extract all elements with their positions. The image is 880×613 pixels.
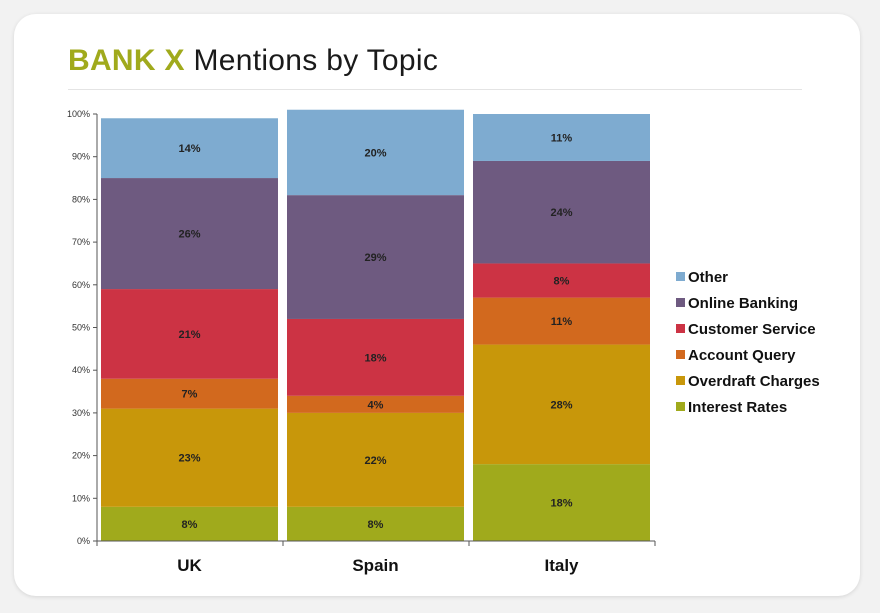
y-tick-label: 60% [72,280,90,290]
data-label: 14% [178,143,200,155]
legend-label-interest-rates: Interest Rates [688,399,787,416]
bar-segment-uk-overdraft-charges [101,408,278,507]
legend-swatch-customer-service [676,324,685,333]
data-label: 11% [551,316,573,328]
data-label: 8% [368,519,384,531]
bar-segment-italy-customer-service [473,263,650,298]
legend-label-customer-service: Customer Service [688,321,816,338]
y-tick-label: 0% [77,536,90,546]
y-tick-label: 30% [72,408,90,418]
legend-label-other: Other [688,269,728,286]
data-label: 23% [178,453,200,465]
data-label: 8% [182,519,198,531]
data-label: 11% [551,132,573,144]
bar-segment-italy-overdraft-charges [473,344,650,465]
data-label: 18% [550,498,572,510]
data-label: 4% [368,399,384,411]
x-category-label: Spain [352,556,398,575]
data-label: 20% [364,147,386,159]
bar-segment-spain-interest-rates [287,506,464,541]
bar-segment-uk-other [101,118,278,179]
brand-name: BANK X [68,44,185,77]
data-label: 7% [182,389,198,401]
legend-swatch-other [676,272,685,281]
data-label: 21% [178,329,200,341]
y-tick-label: 70% [72,237,90,247]
data-label: 22% [364,455,386,467]
bar-segment-italy-interest-rates [473,464,650,541]
y-tick-label: 100% [67,109,90,119]
legend-swatch-online-banking [676,298,685,307]
bar-segment-uk-account-query [101,378,278,409]
title-divider [68,89,802,90]
legend-swatch-interest-rates [676,402,685,411]
y-tick-label: 80% [72,194,90,204]
bar-segment-spain-customer-service [287,318,464,396]
bar-segment-spain-online-banking [287,195,464,319]
y-tick-label: 90% [72,152,90,162]
legend-swatch-overdraft-charges [676,376,685,385]
y-tick-label: 20% [72,451,90,461]
x-category-label: UK [177,556,202,575]
x-category-label: Italy [544,556,579,575]
data-label: 24% [550,207,572,219]
bar-segment-italy-account-query [473,297,650,345]
legend-label-overdraft-charges: Overdraft Charges [688,373,820,390]
bar-segment-spain-overdraft-charges [287,412,464,507]
bar-segment-uk-online-banking [101,178,278,290]
y-tick-label: 50% [72,323,90,333]
bar-segment-uk-interest-rates [101,506,278,541]
title-text: Mentions by Topic [193,44,439,77]
bar-segment-spain-other [287,109,464,196]
bar-segment-italy-online-banking [473,160,650,264]
bar-segment-uk-customer-service [101,289,278,379]
chart-title: BANK X Mentions by Topic [68,44,438,78]
data-label: 26% [178,229,200,241]
data-label: 8% [554,276,570,288]
y-tick-label: 40% [72,365,90,375]
legend-swatch-account-query [676,350,685,359]
data-label: 29% [364,252,386,264]
y-tick-label: 10% [72,493,90,503]
legend-label-account-query: Account Query [688,347,796,364]
data-label: 18% [364,352,386,364]
data-label: 28% [550,399,572,411]
legend-label-online-banking: Online Banking [688,295,798,312]
bar-segment-spain-account-query [287,395,464,413]
bar-segment-italy-other [473,114,650,161]
